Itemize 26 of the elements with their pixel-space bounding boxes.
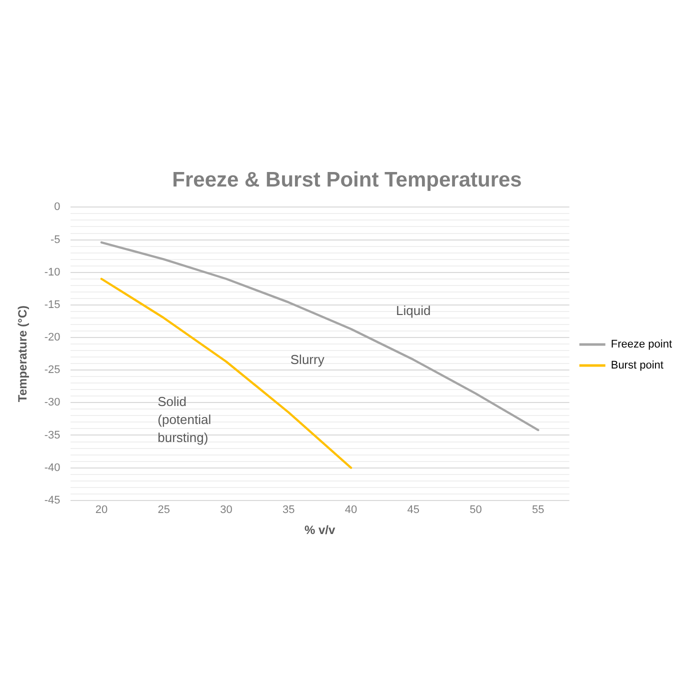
y-tick-label: -30: [44, 396, 60, 409]
x-tick-label: 35: [282, 504, 295, 516]
annotation: Liquid: [396, 303, 431, 318]
x-tick-label: 50: [470, 504, 482, 516]
y-tick-label: -35: [44, 429, 60, 442]
legend-label: Freeze point: [610, 338, 672, 351]
x-tick-label: 25: [158, 504, 170, 516]
x-tick-label: 55: [532, 504, 544, 516]
y-tick-label: -40: [44, 462, 60, 474]
y-tick-label: -5: [50, 234, 60, 246]
legend-label: Burst point: [610, 360, 664, 372]
y-tick-label: 0: [54, 201, 60, 214]
y-tick-label: -25: [44, 364, 60, 376]
y-tick-label: -15: [44, 298, 60, 311]
x-tick-label: 20: [95, 504, 108, 516]
x-tick-label: 40: [344, 504, 358, 516]
y-axis-title: Temperature (°C): [16, 306, 30, 402]
y-tick-label: -45: [44, 494, 60, 506]
x-axis-title: % v/v: [304, 523, 336, 538]
x-tick-label: 30: [220, 504, 232, 516]
chart-title: Freeze & Burst Point Temperatures: [172, 168, 522, 192]
annotation: Solid (potential bursting): [158, 394, 212, 446]
y-tick-label: -10: [44, 266, 60, 278]
y-tick-label: -20: [44, 332, 60, 344]
x-tick-label: 45: [407, 504, 420, 516]
annotation: Slurry: [290, 352, 325, 367]
